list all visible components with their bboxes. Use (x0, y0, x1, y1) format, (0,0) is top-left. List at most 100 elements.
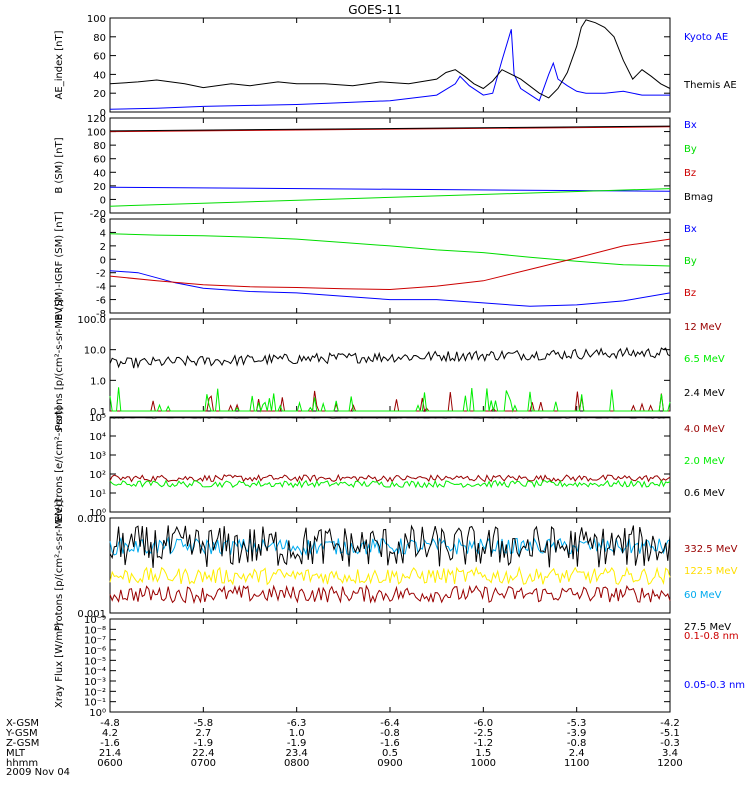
y-tick-label: -4 (96, 282, 106, 293)
ephem-value: -0.8 (567, 738, 587, 749)
legend-label: 2.0 MeV (684, 456, 725, 467)
legend-label: 0.05-0.3 nm (684, 680, 745, 691)
ephem-value: -6.4 (380, 718, 400, 729)
y-tick-label: 120 (87, 114, 106, 125)
y-tick-label: 10⁻¹ (84, 698, 106, 709)
y-tick-label: 80 (93, 141, 106, 152)
legend-label: Kyoto AE (684, 32, 728, 43)
y-tick-label: -8 (96, 309, 106, 320)
legend-label: 0.6 MeV (684, 488, 725, 499)
chart-panel-4: 0.1 1.0 10.0 100.0 Protons [p/(cm²-s-sr-MeV)… (54, 299, 725, 431)
ephem-value: -1.6 (100, 738, 120, 749)
ephem-value: -6.0 (474, 718, 494, 729)
ephem-row-label: MLT (6, 748, 26, 759)
legend-label: 6.5 MeV (684, 354, 725, 365)
y-axis-label: Xray Flux [W/m²] (54, 623, 65, 708)
ephem-value: 21.4 (99, 748, 121, 759)
ephem-value: 1.0 (289, 728, 305, 739)
ephem-value: -5.1 (660, 728, 680, 739)
ephem-value: 1200 (657, 758, 682, 769)
y-tick-label: 0 (100, 255, 106, 266)
date-label: 2009 Nov 04 (6, 767, 70, 778)
y-axis-label: Protons [p/(cm²-s-sr-MeV)] (54, 299, 65, 431)
legend-label: 60 MeV (684, 590, 722, 601)
ephem-value: 22.4 (192, 748, 214, 759)
legend-label: Bx (684, 120, 697, 131)
y-tick-label: 60 (93, 155, 106, 166)
series-line (109, 565, 671, 586)
series-line (109, 346, 671, 369)
y-tick-label: 0.001 (77, 609, 106, 620)
legend-label: Bz (684, 168, 696, 179)
series-line (109, 479, 671, 489)
ephem-value: 3.4 (662, 748, 678, 759)
y-tick-label: 40 (93, 168, 106, 179)
ephem-value: -1.9 (287, 738, 307, 749)
y-tick-label: 40 (93, 70, 106, 81)
legend-label: 122.5 MeV (684, 566, 738, 577)
chart-title: GOES-11 (348, 3, 402, 17)
panel-frame (109, 318, 671, 412)
legend-label: By (684, 144, 697, 155)
y-axis-label: Electrons [e/(cm²-s-sr)] (54, 407, 65, 523)
panel-frame (109, 416, 671, 513)
y-tick-label: 10⁻⁶ (84, 646, 106, 657)
ephem-value: -0.8 (380, 728, 400, 739)
legend-label: 4.0 MeV (684, 424, 725, 435)
series-line (109, 126, 671, 133)
ephem-value: -4.8 (100, 718, 120, 729)
y-tick-label: 4 (100, 228, 106, 239)
y-tick-label: 60 (93, 52, 106, 63)
ephem-value: 0.5 (382, 748, 398, 759)
ephem-value: 1100 (564, 758, 589, 769)
y-tick-label: 10⁻⁹ (84, 615, 106, 626)
series-line (109, 238, 671, 291)
y-tick-label: 1.0 (90, 376, 106, 387)
legend-label: 27.5 MeV (684, 622, 731, 633)
y-tick-label: -6 (96, 296, 106, 307)
y-tick-label: 20 (93, 182, 106, 193)
chart-panel-2: -20 0 20 40 60 80 100 120 B (SM) [nT] Bx By Bz Bmag (54, 114, 713, 220)
y-tick-label: 10⁻³ (84, 677, 106, 688)
ephem-value: -1.9 (194, 738, 214, 749)
y-tick-label: 10⁰ (89, 708, 106, 719)
legend-label: 2.4 MeV (684, 388, 725, 399)
y-tick-label: 10⁰ (89, 508, 106, 519)
y-tick-label: 10³ (89, 451, 106, 462)
y-tick-label: 100 (87, 14, 106, 25)
ephem-value: -0.3 (660, 738, 680, 749)
ephem-value: 0700 (191, 758, 216, 769)
y-tick-label: 100.0 (77, 315, 106, 326)
y-tick-label: 0 (100, 108, 106, 119)
ephem-value: 23.4 (286, 748, 308, 759)
chart-panel-5: 10⁰ 10¹ 10² 10³ 10⁴ 10⁵ Electrons [e/(cm²-s-sr… (54, 407, 725, 523)
ephem-row-label: Z-GSM (6, 738, 39, 749)
series-line (109, 186, 671, 192)
panel-frame (109, 117, 671, 214)
ephem-value: 1.5 (475, 748, 491, 759)
chart-panel-6: 0.001 0.010 Protons [p/(cm²-s-sr-MeV)] 332.… (54, 500, 738, 633)
ephem-value: 4.2 (102, 728, 118, 739)
ephem-row-label: Y-GSM (5, 728, 38, 739)
y-tick-label: 10⁻⁸ (84, 625, 106, 636)
ephem-value: 1000 (471, 758, 496, 769)
legend-label: 332.5 MeV (684, 544, 738, 555)
series-line (109, 524, 671, 568)
legend-label: 0.1-0.8 nm (684, 631, 739, 642)
y-tick-label: 10² (89, 470, 106, 481)
legend-label: By (684, 256, 697, 267)
y-tick-label: 10⁻² (84, 687, 106, 698)
panel-frame (109, 218, 671, 314)
ephem-value: -3.9 (567, 728, 587, 739)
y-tick-label: 0 (100, 195, 106, 206)
ephem-value: -6.3 (287, 718, 307, 729)
ephem-value: -2.5 (474, 728, 494, 739)
y-tick-label: 80 (93, 33, 106, 44)
y-tick-label: 10.0 (84, 346, 106, 357)
legend-label: Themis AE (683, 80, 737, 91)
series-line (109, 188, 671, 207)
ephem-value: 2.7 (195, 728, 211, 739)
y-tick-label: 10⁻⁵ (84, 656, 106, 667)
